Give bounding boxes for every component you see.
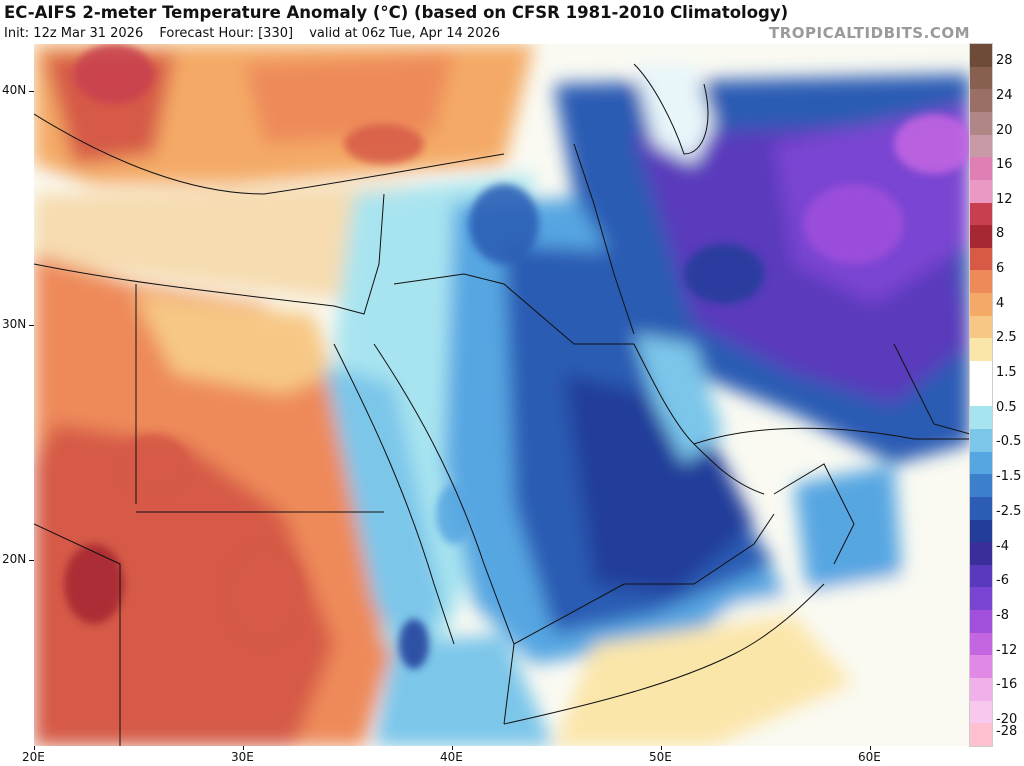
colorbar-cell [970,700,992,724]
colorbar-cell [970,655,992,679]
colorbar-label: 2.5 [996,330,1017,345]
colorbar-cell [970,610,992,634]
lat-label: 40N [2,83,27,97]
map-title: EC-AIFS 2-meter Temperature Anomaly (°C)… [4,3,789,22]
lat-tick [29,560,34,561]
lon-label: 30E [231,750,254,764]
colorbar-cell [970,587,992,611]
colorbar-cell [970,564,992,588]
colorbar-label: -20 [996,712,1018,727]
colorbar-label: -4 [996,539,1009,554]
colorbar-cell [970,361,992,385]
lat-tick [29,325,34,326]
forecast-hour: Forecast Hour: [330] [159,26,294,41]
colorbar-label: 12 [996,192,1013,207]
colorbar-label: -0.5 [996,434,1022,449]
colorbar-cell [970,406,992,430]
colorbar-cell [970,632,992,656]
lon-tick [34,746,35,750]
lon-label: 60E [858,750,881,764]
colorbar-label: 20 [996,123,1013,138]
colorbar-cell [970,270,992,294]
country-borders [34,63,970,746]
colorbar-label: 4 [996,296,1005,311]
colorbar-cell [970,383,992,407]
lat-tick [29,91,34,92]
anomaly-field [34,44,970,746]
colorbar-label: 0.5 [996,400,1017,415]
colorbar-cell [970,111,992,136]
colorbar-label: 24 [996,88,1013,103]
colorbar-cell [970,428,992,453]
colorbar-cell [970,66,992,90]
colorbar-cell [970,202,992,226]
colorbar-label: -1.5 [996,469,1022,484]
colorbar [969,43,993,747]
anomaly-map [34,44,970,746]
colorbar-label: -12 [996,643,1018,658]
colorbar-label: 8 [996,226,1005,241]
lon-label: 50E [649,750,672,764]
colorbar-cell [970,225,992,249]
colorbar-label: 1.5 [996,365,1017,380]
lon-tick [870,746,871,750]
colorbar-label: -8 [996,608,1009,623]
colorbar-cell [970,451,992,475]
colorbar-cell [970,723,992,747]
lon-tick [661,746,662,750]
colorbar-cell [970,519,992,543]
colorbar-cell [970,179,992,203]
colorbar-cell [970,134,992,158]
lon-label: 20E [22,750,45,764]
colorbar-cell [970,247,992,271]
colorbar-cell [970,315,992,339]
colorbar-cell [970,474,992,498]
colorbar-label: -16 [996,677,1018,692]
colorbar-label: -28 [996,724,1018,739]
colorbar-cell [970,678,992,702]
colorbar-cell [970,44,992,68]
valid-time: valid at 06z Tue, Apr 14 2026 [309,26,501,41]
colorbar-cell [970,157,992,181]
colorbar-cell [970,496,992,521]
map-subtitle: Init: 12z Mar 31 2026 Forecast Hour: [33… [4,26,512,41]
lat-label: 30N [2,317,27,331]
colorbar-cell [970,293,992,317]
lon-label: 40E [440,750,463,764]
init-time: Init: 12z Mar 31 2026 [4,26,144,41]
colorbar-label: 28 [996,53,1013,68]
lon-tick [243,746,244,750]
colorbar-cell [970,542,992,566]
colorbar-label: 16 [996,157,1013,172]
colorbar-label: -2.5 [996,504,1022,519]
colorbar-label: 6 [996,261,1005,276]
lat-label: 20N [2,552,27,566]
site-credit[interactable]: TROPICALTIDBITS.COM [769,24,970,42]
colorbar-label: -6 [996,573,1009,588]
lon-tick [452,746,453,750]
colorbar-cell [970,89,992,113]
colorbar-cell [970,338,992,362]
